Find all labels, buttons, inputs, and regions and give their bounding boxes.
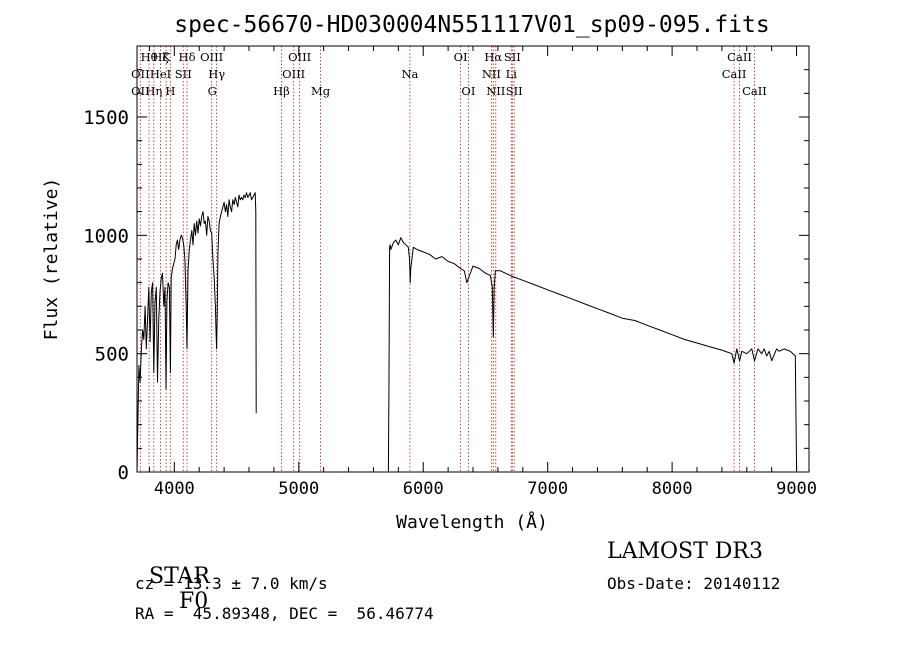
line-label: K <box>162 50 171 64</box>
line-label: CaII <box>742 84 767 98</box>
line-label: Mg <box>311 84 331 98</box>
line-label: Hγ <box>208 67 225 81</box>
line-label: Hη <box>145 84 162 98</box>
line-label: OI <box>454 50 468 64</box>
redshift-readout: cz = 13.3 ± 7.0 km/s <box>135 574 328 593</box>
line-label: Hβ <box>273 84 290 98</box>
line-label: SII <box>506 84 523 98</box>
x-axis-ticks: 4000 5000 6000 7000 8000 9000 <box>148 46 817 499</box>
line-label: OIII <box>288 50 311 64</box>
y-axis-label: Flux (relative) <box>41 178 62 341</box>
line-label: Hζ <box>152 50 168 64</box>
line-label: CaII <box>727 50 752 64</box>
x-tick-label: 9000 <box>776 479 817 499</box>
x-tick-label: 6000 <box>403 479 444 499</box>
line-label: OII <box>131 84 150 98</box>
line-label: HeI <box>150 67 171 81</box>
object-class: STAR F0 <box>135 539 210 614</box>
subclass-label: F0 <box>179 589 209 614</box>
survey-label: LAMOST DR3 <box>607 539 763 564</box>
line-label: H <box>165 84 175 98</box>
x-tick-label: 5000 <box>278 479 319 499</box>
y-tick-label: 0 <box>118 462 129 484</box>
line-label: SII <box>175 67 192 81</box>
coordinates: RA = 45.89348, DEC = 56.46774 <box>135 604 434 623</box>
chart-title: spec-56670-HD030004N551117V01_sp09-095.f… <box>174 12 769 38</box>
line-label: Hδ <box>179 50 196 64</box>
class-label: STAR <box>149 564 210 589</box>
y-tick-label: 500 <box>95 344 129 366</box>
line-label: SII <box>504 50 521 64</box>
x-tick-label: 8000 <box>652 479 693 499</box>
y-tick-label: 1000 <box>83 225 129 247</box>
line-label: OIII <box>282 67 305 81</box>
line-label: OIII <box>200 50 223 64</box>
y-tick-label: 1500 <box>83 107 129 129</box>
line-label: OI <box>461 84 475 98</box>
line-markers <box>139 46 755 472</box>
obs-date: Obs-Date: 20140112 <box>607 574 781 593</box>
line-label: G <box>208 84 217 98</box>
line-label: CaII <box>722 67 747 81</box>
spectrum-segment-2 <box>387 237 798 473</box>
plot-frame <box>136 45 810 473</box>
x-tick-label: 7000 <box>527 479 568 499</box>
x-tick-label: 4000 <box>154 479 195 499</box>
line-label: Na <box>401 67 418 81</box>
line-label: NII <box>486 84 505 98</box>
line-label: Hα <box>484 50 502 64</box>
spectrum-series <box>136 192 798 473</box>
y-axis-ticks: 0 500 1000 1500 <box>83 69 809 484</box>
line-label: Li <box>506 67 518 81</box>
line-label: OII <box>131 67 150 81</box>
line-label: Hθ <box>141 50 158 64</box>
x-axis-label: Wavelength (Å) <box>396 511 548 533</box>
spectrum-segment-1 <box>136 192 257 473</box>
line-label: NII <box>482 67 501 81</box>
